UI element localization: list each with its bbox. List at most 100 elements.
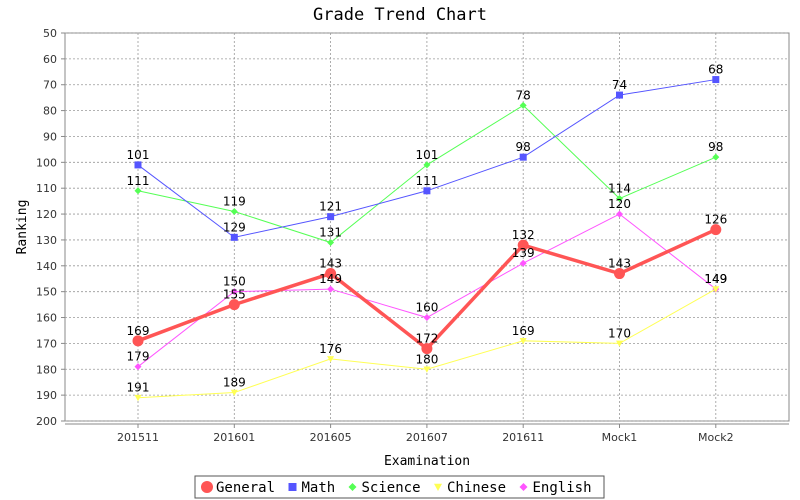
data-label: 149 bbox=[704, 272, 727, 286]
x-tick-label: 201611 bbox=[502, 431, 544, 444]
data-label: 78 bbox=[516, 88, 531, 102]
legend-item-math: Math bbox=[288, 480, 336, 496]
data-label: 170 bbox=[608, 326, 631, 340]
data-point bbox=[134, 187, 142, 195]
data-point bbox=[710, 224, 722, 236]
data-label: 119 bbox=[223, 194, 246, 208]
data-point bbox=[230, 389, 238, 397]
y-tick-label: 200 bbox=[36, 415, 57, 428]
legend-label: General bbox=[216, 480, 275, 496]
data-label: 131 bbox=[319, 226, 342, 240]
data-point bbox=[616, 195, 623, 203]
y-tick-label: 190 bbox=[36, 389, 57, 402]
legend-item-general: General bbox=[201, 480, 275, 496]
data-label: 150 bbox=[223, 275, 246, 289]
x-axis-label: Examination bbox=[384, 454, 470, 469]
x-tick-label: 201511 bbox=[117, 431, 159, 444]
data-point bbox=[616, 340, 623, 347]
legend-label: Science bbox=[362, 480, 421, 496]
data-point bbox=[712, 153, 720, 161]
data-label: 143 bbox=[608, 257, 631, 271]
data-point bbox=[327, 239, 335, 247]
series-english bbox=[134, 210, 720, 371]
data-point bbox=[134, 161, 142, 169]
data-point bbox=[712, 76, 720, 84]
legend: General Math Science Chinese English bbox=[194, 475, 605, 499]
series-chinese bbox=[134, 286, 720, 402]
x-tick-label: Mock1 bbox=[602, 431, 638, 444]
series-math bbox=[134, 76, 720, 241]
data-label: 189 bbox=[223, 376, 246, 390]
data-point bbox=[230, 207, 238, 215]
data-label: 68 bbox=[708, 63, 723, 77]
data-point bbox=[519, 483, 528, 491]
data-point bbox=[201, 481, 213, 493]
data-point bbox=[519, 338, 527, 345]
data-label: 139 bbox=[512, 246, 535, 260]
y-tick-label: 110 bbox=[36, 182, 57, 195]
data-point bbox=[134, 363, 142, 371]
data-label: 74 bbox=[612, 78, 627, 92]
data-label: 126 bbox=[704, 213, 727, 227]
y-tick-label: 60 bbox=[43, 53, 57, 66]
data-label: 176 bbox=[319, 342, 342, 356]
data-label: 149 bbox=[319, 272, 342, 286]
legend-label: English bbox=[533, 480, 592, 496]
data-point bbox=[327, 213, 335, 221]
x-tick-label: Mock2 bbox=[698, 431, 734, 444]
data-label: 114 bbox=[608, 182, 631, 196]
data-point bbox=[519, 101, 527, 109]
legend-item-english: English bbox=[519, 480, 592, 496]
data-point bbox=[230, 288, 238, 296]
data-point bbox=[712, 286, 720, 293]
data-point bbox=[134, 394, 142, 402]
data-point bbox=[132, 335, 144, 347]
y-tick-label: 80 bbox=[43, 105, 57, 118]
y-tick-label: 170 bbox=[36, 337, 57, 350]
y-tick-label: 130 bbox=[36, 234, 57, 247]
data-point bbox=[423, 187, 431, 195]
legend-item-science: Science bbox=[348, 480, 421, 496]
data-label: 98 bbox=[708, 140, 723, 154]
data-point bbox=[327, 356, 335, 363]
y-tick-label: 100 bbox=[36, 156, 57, 169]
data-label: 149 bbox=[704, 272, 727, 286]
data-point bbox=[327, 285, 335, 293]
data-point bbox=[230, 233, 238, 241]
series-general bbox=[132, 224, 722, 355]
data-label: 155 bbox=[223, 288, 246, 302]
data-label: 121 bbox=[319, 200, 342, 214]
y-tick-label: 50 bbox=[43, 27, 57, 40]
series-layer bbox=[132, 76, 722, 402]
y-tick-label: 180 bbox=[36, 363, 57, 376]
data-point bbox=[325, 268, 337, 280]
y-tick-label: 70 bbox=[43, 79, 57, 92]
x-tick-label: 201607 bbox=[406, 431, 448, 444]
data-point bbox=[348, 483, 357, 491]
y-tick-label: 120 bbox=[36, 208, 57, 221]
y-axis-label: Ranking bbox=[15, 200, 30, 255]
data-label: 98 bbox=[516, 140, 531, 154]
data-label: 101 bbox=[127, 148, 150, 162]
legend-label: Math bbox=[302, 480, 336, 496]
data-point bbox=[614, 268, 625, 280]
data-point bbox=[517, 239, 529, 251]
data-point bbox=[519, 259, 527, 267]
data-point bbox=[288, 483, 297, 491]
legend-item-chinese: Chinese bbox=[434, 480, 506, 496]
data-point bbox=[421, 343, 433, 355]
data-label: 169 bbox=[512, 324, 535, 338]
data-point bbox=[423, 161, 431, 169]
y-tick-label: 140 bbox=[36, 260, 57, 273]
legend-box bbox=[194, 475, 605, 499]
data-label: 111 bbox=[127, 174, 150, 188]
data-label: 191 bbox=[127, 381, 150, 395]
data-point bbox=[228, 299, 240, 311]
data-label: 129 bbox=[223, 220, 246, 234]
x-tick-label: 201605 bbox=[310, 431, 352, 444]
data-label: 120 bbox=[608, 197, 631, 211]
y-tick-label: 90 bbox=[43, 130, 57, 143]
x-axis-ticks: 201511 201601 201605 201607 201611 Mock1 Mock2 bbox=[117, 424, 734, 444]
data-point bbox=[519, 153, 527, 161]
